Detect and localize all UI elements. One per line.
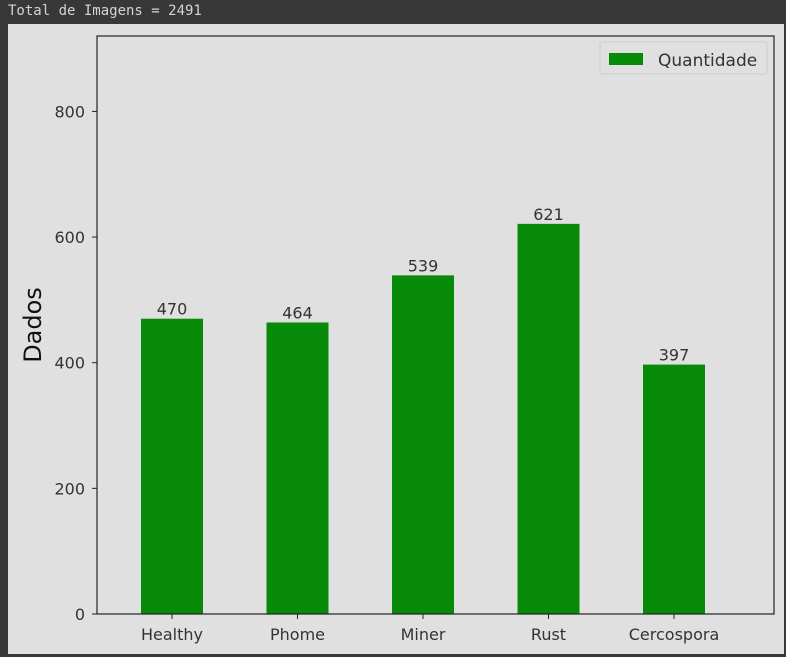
bar-miner [392, 275, 454, 614]
axes-frame [96, 35, 775, 615]
chart-figure: 470 464 539 621 397 Healthy Phome Miner Rust Cer… [8, 24, 784, 654]
y-tick-label: 600 [54, 228, 85, 247]
legend-label: Quantidade [658, 51, 757, 71]
ticks-group: Healthy Phome Miner Rust Cercospora 0 200 400 60… [54, 102, 719, 644]
y-tick-label: 200 [54, 479, 85, 498]
x-tick-label-rust: Rust [531, 625, 566, 644]
bars-group: 470 464 539 621 397 [141, 205, 705, 614]
legend: Quantidade [599, 41, 768, 75]
bar-healthy [141, 318, 203, 614]
data-label-phome: 464 [282, 303, 313, 322]
bar-rust [517, 223, 580, 614]
y-tick-label: 400 [54, 354, 85, 373]
y-axis-label: Dados [19, 287, 47, 363]
x-tick-label-cercospora: Cercospora [629, 625, 720, 644]
data-label-cercospora: 397 [659, 346, 690, 365]
x-tick-label-phome: Phome [270, 625, 325, 644]
data-label-miner: 539 [408, 256, 439, 275]
y-tick-label: 0 [75, 605, 85, 624]
x-tick-label-miner: Miner [401, 625, 446, 644]
bar-chart: 470 464 539 621 397 Healthy Phome Miner Rust Cer… [19, 35, 775, 644]
y-tick-label: 800 [54, 102, 85, 121]
bar-phome [266, 322, 329, 614]
bar-cercospora [643, 364, 705, 614]
console-output: Total de Imagens = 2491 [8, 3, 202, 19]
data-label-rust: 621 [533, 205, 564, 224]
x-tick-label-healthy: Healthy [141, 625, 203, 644]
legend-swatch [609, 53, 643, 65]
data-label-healthy: 470 [157, 300, 188, 319]
legend-box [599, 41, 768, 75]
